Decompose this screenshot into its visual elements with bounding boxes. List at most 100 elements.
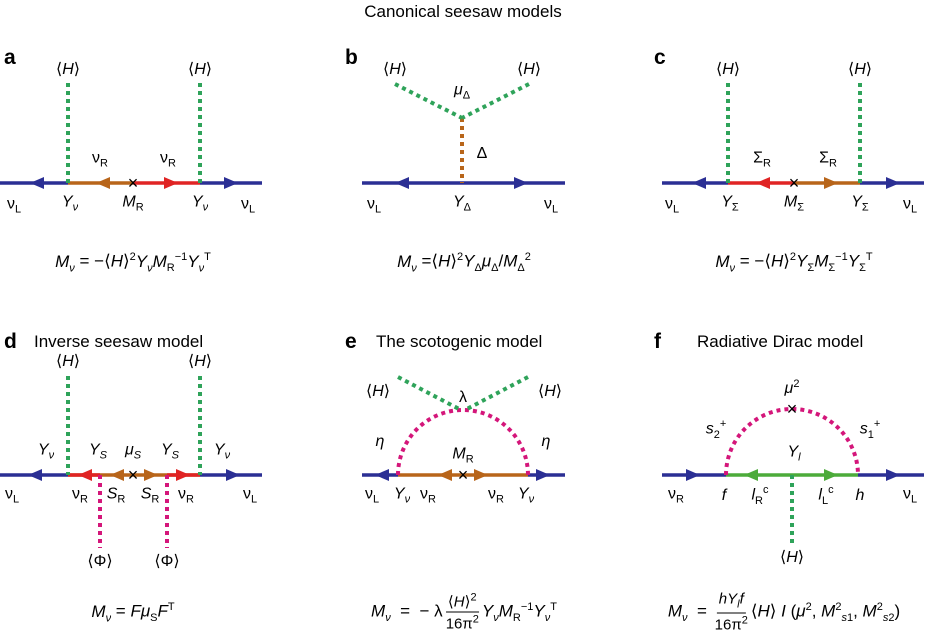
formula-c: Mν = −⟨H⟩2YΣMΣ−1YΣT: [715, 250, 873, 275]
mass-cross: ×: [458, 465, 469, 485]
higgs-line-right: [461, 82, 530, 120]
arrow-nuR-right: [176, 469, 190, 481]
arrow-S-left: [110, 469, 124, 481]
label-nuL: νL: [240, 195, 256, 216]
label-nuL: νL: [366, 195, 382, 216]
arrow-left: [692, 177, 706, 189]
label-Ynu: Yν: [37, 441, 55, 462]
label-nuR: νR: [420, 485, 436, 506]
label-s2-plus: s2+: [705, 418, 727, 441]
label-YSigma: YΣ: [721, 193, 739, 214]
label-H-vev: ⟨H⟩: [779, 549, 805, 566]
label-nuR: νR: [72, 485, 88, 506]
label-SR: SR: [106, 485, 126, 506]
arrow-green-left: [744, 469, 758, 481]
label-nuL: νL: [364, 485, 380, 506]
arrow-left: [30, 177, 44, 189]
label-Yl: Yl: [787, 443, 801, 464]
formula-a: Mν = −⟨H⟩2YνMR−1YνT: [55, 250, 211, 275]
panel-letter-c: c: [654, 46, 666, 69]
higgs-line-right: [464, 375, 529, 412]
label-nuL: νL: [543, 195, 559, 216]
arrow-nuR-left: [96, 177, 110, 189]
label-H-vev: ⟨H⟩: [516, 61, 542, 78]
label-nuR: νR: [668, 485, 684, 506]
panel-d-title: Inverse seesaw model: [34, 332, 204, 351]
arrow-sigma-right: [824, 177, 838, 189]
panel-e-title: The scotogenic model: [376, 332, 543, 351]
label-Ynu: Yν: [517, 485, 535, 506]
label-H-vev: ⟨H⟩: [537, 383, 563, 400]
scalar-loop: [724, 407, 860, 476]
panel-a-diagram: ×: [0, 83, 262, 193]
formula-f: Mν = hYlf 16π2 ⟨H⟩ I (μ2, M2s1, M2s2): [667, 590, 901, 634]
panel-d-diagram: ×: [0, 376, 262, 548]
arrow-green-right: [824, 469, 838, 481]
arrow-right: [536, 469, 550, 481]
label-H-vev: ⟨H⟩: [187, 353, 213, 370]
arrow-left: [686, 469, 700, 481]
label-MSigma: MΣ: [783, 193, 805, 214]
arrow-nuR-left: [78, 469, 92, 481]
label-s1-plus: s1+: [859, 418, 881, 441]
label-Delta: Δ: [476, 145, 488, 162]
arrow-nuR-right: [474, 469, 488, 481]
label-mu-squared: μ2: [784, 377, 800, 398]
label-lambda: λ: [459, 389, 467, 406]
label-nuL: νL: [6, 195, 22, 216]
arrow-left: [375, 469, 389, 481]
arrow-nuR-left: [438, 469, 452, 481]
label-Ynu: Yν: [213, 441, 231, 462]
label-lRc: lRc: [751, 484, 769, 507]
arrow-S-right: [144, 469, 158, 481]
label-H-vev: ⟨H⟩: [365, 383, 391, 400]
arrow-left: [395, 177, 409, 189]
label-h: h: [855, 487, 865, 504]
label-eta: η: [375, 433, 385, 450]
label-nuL: νL: [4, 485, 20, 506]
higgs-line-left: [397, 375, 462, 412]
label-Phi-vev: ⟨Φ⟩: [154, 553, 180, 570]
arrow-nuR-right: [164, 177, 178, 189]
label-Ynu: Yν: [393, 485, 411, 506]
mass-cross: ×: [789, 173, 800, 193]
label-nuL: νL: [902, 195, 918, 216]
arrow-right: [886, 177, 900, 189]
label-SR: SR: [140, 485, 160, 506]
label-Ynu: Yν: [61, 193, 79, 214]
label-SigmaR: ΣR: [753, 149, 771, 170]
label-H-vev: ⟨H⟩: [715, 61, 741, 78]
label-YS: YS: [160, 441, 180, 462]
label-nuR: νR: [488, 485, 504, 506]
panel-letter-a: a: [4, 46, 16, 69]
label-Phi-vev: ⟨Φ⟩: [87, 553, 113, 570]
formula-e: Mν = − λ ⟨H⟩2 16π2 YνMR−1YνT: [371, 591, 557, 633]
label-muS: μS: [124, 441, 142, 462]
label-lLc: lLc: [818, 484, 834, 507]
formula-b: Mν =⟨H⟩2YΔμΔ/MΔ2: [397, 250, 531, 275]
label-nuR: νR: [160, 149, 176, 170]
label-SigmaR: ΣR: [819, 149, 837, 170]
panel-c-diagram: ×: [662, 83, 924, 193]
panel-f-title: Radiative Dirac model: [697, 332, 864, 351]
label-Ynu: Yν: [191, 193, 209, 214]
label-YSigma: YΣ: [851, 193, 869, 214]
arrow-right: [886, 469, 900, 481]
label-H-vev: ⟨H⟩: [55, 61, 81, 78]
higgs-line-left: [394, 82, 463, 120]
label-YDelta: YΔ: [452, 193, 472, 214]
label-nuL: νL: [902, 485, 918, 506]
mass-cross: ×: [787, 399, 798, 419]
panel-b-diagram: [362, 82, 565, 189]
arrow-right: [226, 469, 240, 481]
label-nuR: νR: [178, 485, 194, 506]
arrow-right: [514, 177, 528, 189]
panel-f-diagram: ×: [662, 399, 924, 545]
label-H-vev: ⟨H⟩: [187, 61, 213, 78]
figure-title: Canonical seesaw models: [364, 2, 562, 21]
arrow-right: [224, 177, 238, 189]
panel-letter-b: b: [345, 46, 358, 69]
panel-e-diagram: ×: [362, 375, 565, 485]
